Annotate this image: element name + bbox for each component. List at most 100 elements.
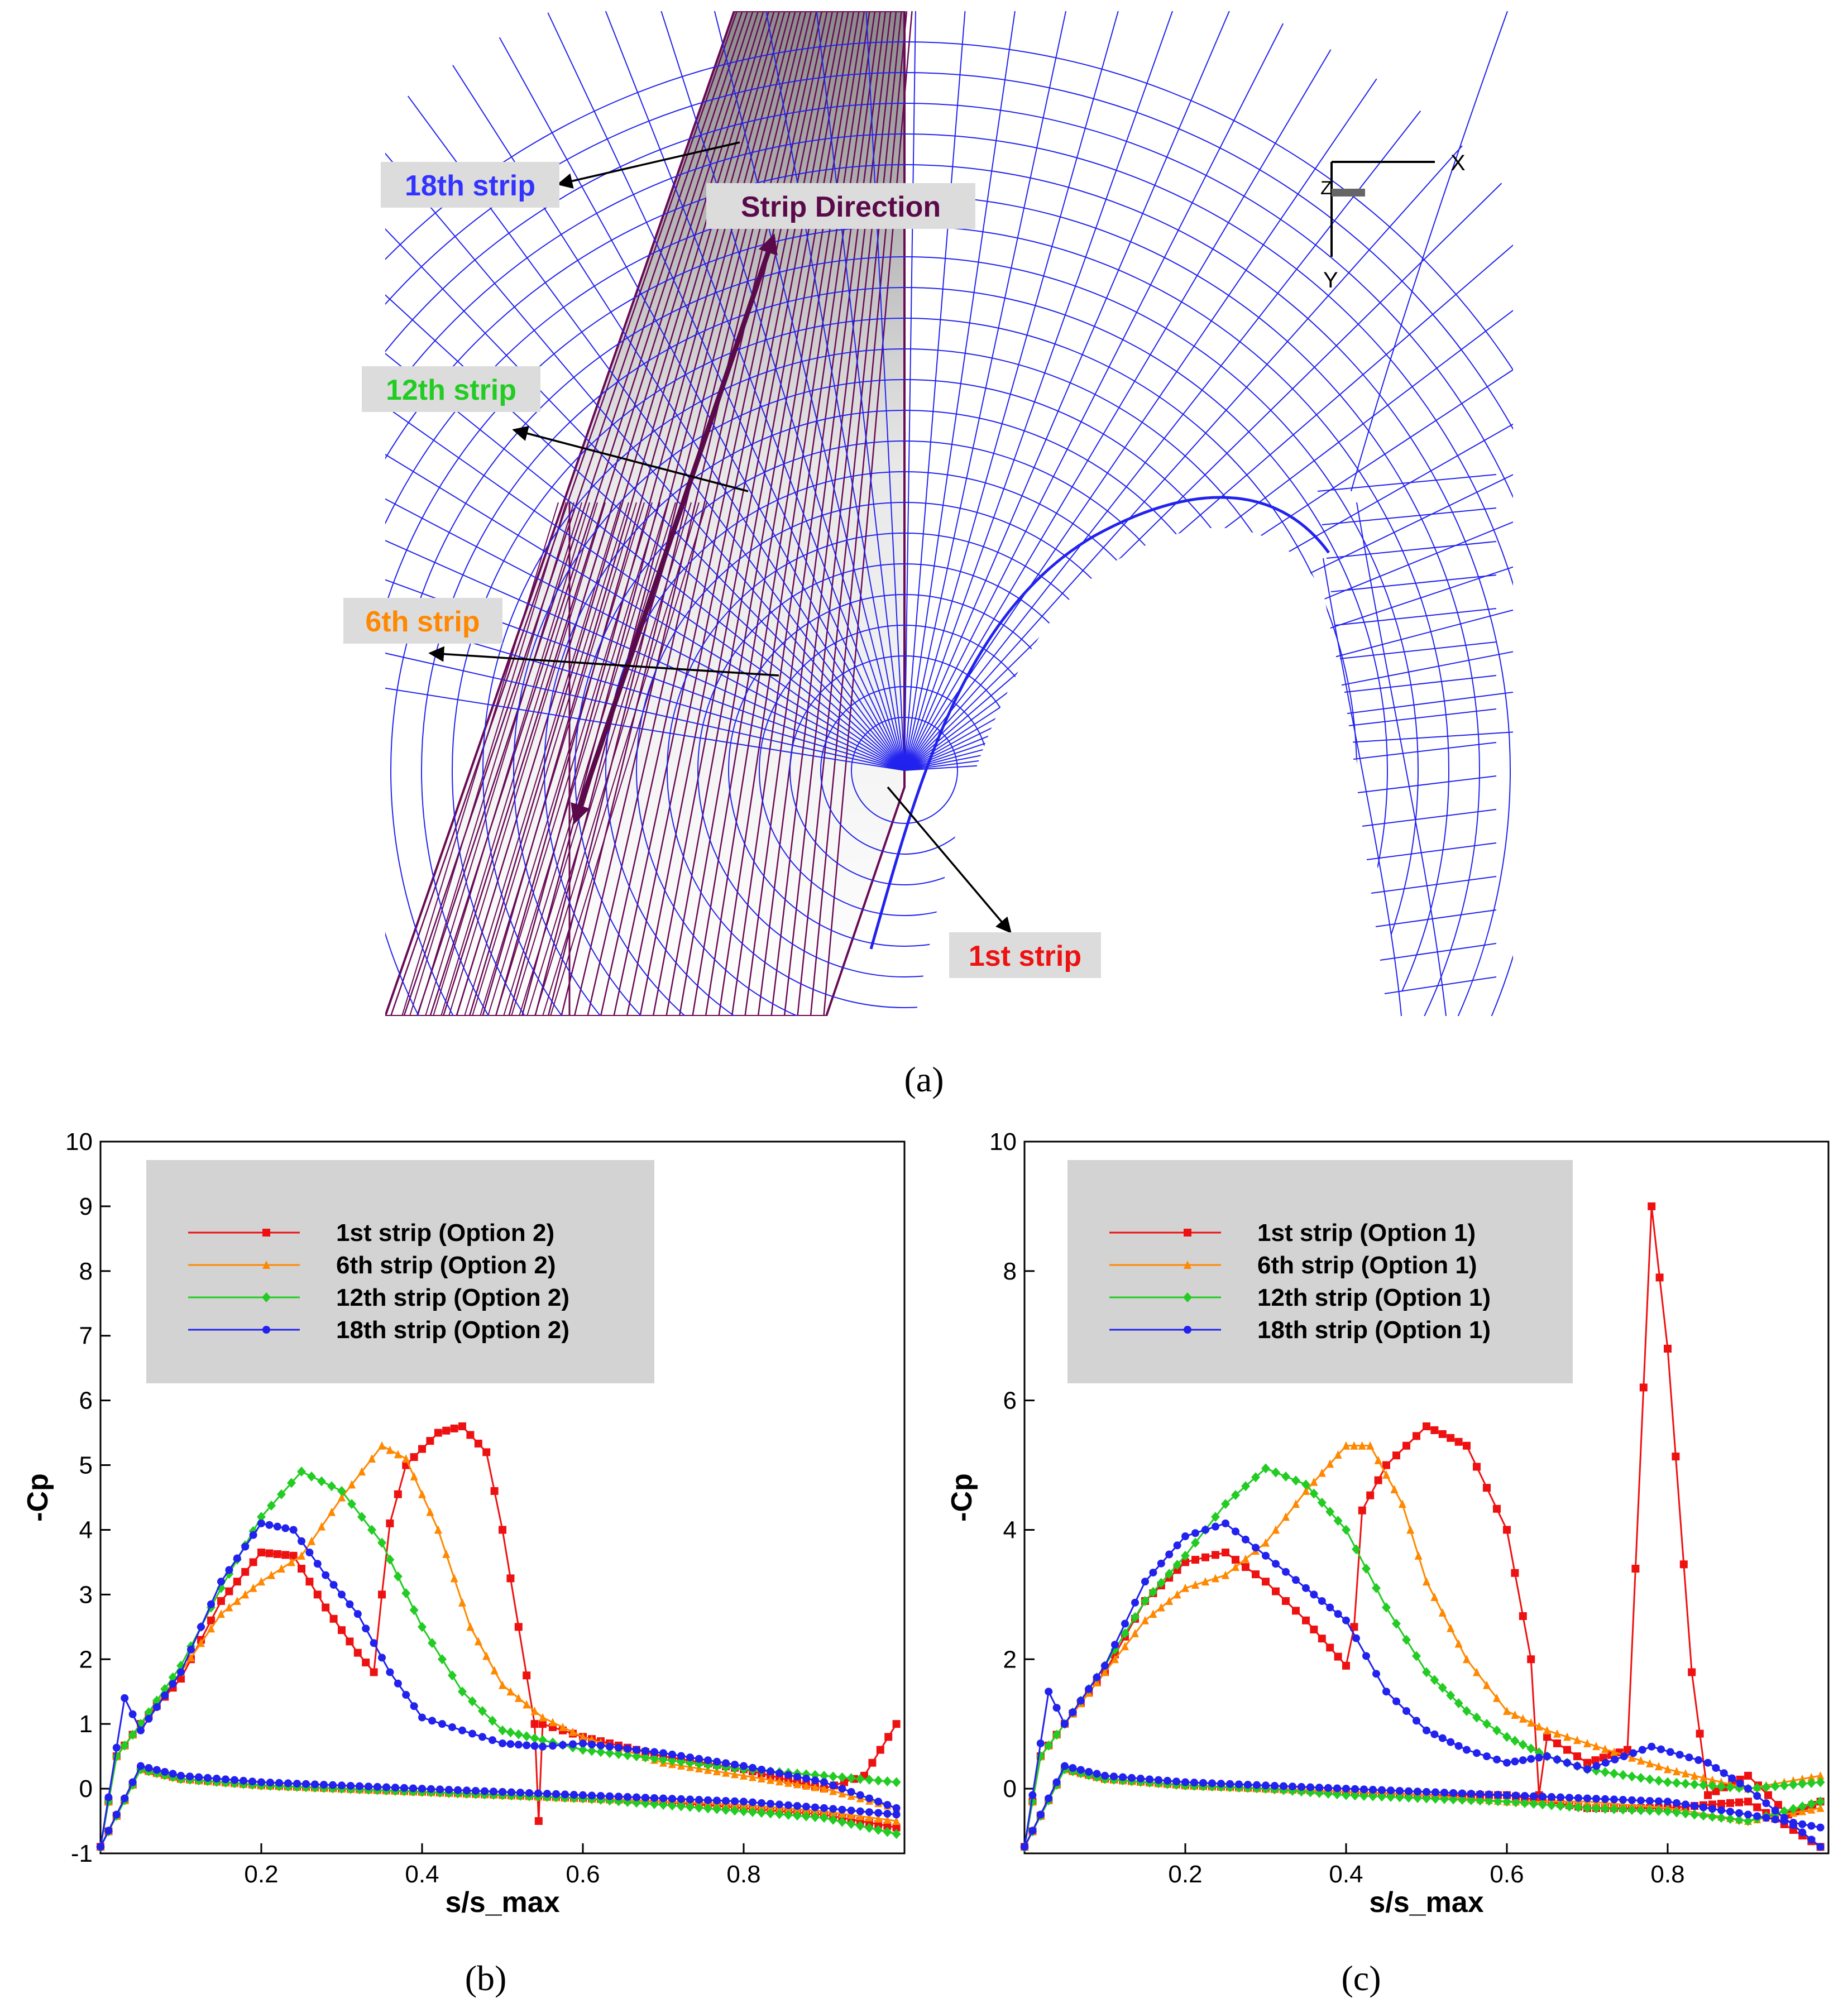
data-point — [358, 1467, 366, 1476]
data-point — [1798, 1801, 1807, 1811]
mesh-line — [1351, 11, 1508, 492]
data-point — [348, 1480, 356, 1489]
data-point — [1779, 1780, 1789, 1791]
data-point — [1358, 1506, 1366, 1515]
data-point — [225, 1587, 233, 1595]
data-point — [262, 1292, 271, 1302]
data-point — [539, 1720, 547, 1728]
data-point — [409, 1605, 419, 1616]
data-point — [121, 1694, 129, 1702]
data-point — [1672, 1777, 1681, 1788]
data-point — [1512, 1791, 1520, 1800]
svg-text:Strip Direction: Strip Direction — [741, 191, 941, 223]
data-point — [668, 1800, 677, 1811]
data-point — [338, 1590, 346, 1599]
data-point — [552, 1790, 560, 1798]
data-point — [104, 1793, 113, 1801]
data-point — [569, 1740, 577, 1748]
caption-c: (c) — [1341, 1958, 1381, 1998]
data-point — [337, 1485, 346, 1496]
data-point — [1699, 1780, 1708, 1790]
data-point — [686, 1753, 694, 1762]
data-point — [474, 1439, 482, 1448]
data-point — [749, 1763, 757, 1772]
x-tick-label: 0.4 — [405, 1861, 439, 1888]
data-point — [1172, 1560, 1182, 1570]
data-point — [1212, 1551, 1219, 1559]
data-point — [197, 1623, 205, 1631]
data-point — [1302, 1584, 1310, 1592]
data-point — [1334, 1450, 1342, 1459]
data-point — [1771, 1815, 1779, 1824]
y-tick-label: 0 — [1003, 1775, 1017, 1803]
data-point — [802, 1781, 810, 1790]
data-point — [1222, 1549, 1229, 1557]
data-point — [1583, 1765, 1591, 1774]
data-point — [378, 1441, 386, 1450]
data-point — [458, 1726, 466, 1734]
data-point — [767, 1775, 774, 1784]
data-point — [217, 1578, 225, 1586]
data-point — [1583, 1738, 1591, 1747]
data-point — [1423, 1577, 1430, 1586]
data-point — [368, 1454, 376, 1463]
data-point — [1173, 1590, 1181, 1599]
data-point — [418, 1445, 426, 1453]
data-point — [1181, 1550, 1190, 1561]
data-point — [614, 1749, 623, 1760]
data-point — [516, 1789, 524, 1797]
data-point — [1807, 1777, 1816, 1788]
strip-line — [744, 11, 881, 1016]
y-tick-label: 10 — [989, 1128, 1017, 1156]
data-point — [293, 1780, 301, 1788]
data-point — [1744, 1785, 1752, 1793]
data-point — [793, 1772, 801, 1781]
data-point — [1535, 1753, 1543, 1762]
data-point — [454, 1786, 462, 1794]
data-point — [1333, 1784, 1341, 1793]
data-point — [1447, 1738, 1455, 1746]
data-point — [1449, 1794, 1458, 1805]
data-point — [793, 1780, 801, 1789]
data-point — [313, 1560, 322, 1568]
data-point — [1157, 1603, 1165, 1612]
strip-line — [718, 11, 870, 1016]
data-point — [1527, 1755, 1535, 1763]
data-point — [1699, 1773, 1707, 1782]
data-point — [784, 1801, 792, 1809]
data-point — [257, 1577, 265, 1586]
data-point — [731, 1770, 739, 1779]
data-point — [356, 1782, 363, 1790]
data-point — [712, 1804, 721, 1814]
axis-y-label: Y — [1323, 268, 1338, 293]
data-point — [1816, 1777, 1825, 1787]
data-point — [892, 1817, 901, 1825]
data-point — [892, 1720, 901, 1728]
data-point — [499, 1739, 506, 1747]
data-point — [257, 1549, 265, 1557]
data-point — [1085, 1767, 1093, 1776]
data-point — [1511, 1797, 1520, 1808]
data-point — [1519, 1612, 1527, 1620]
data-point — [273, 1550, 281, 1558]
data-point — [249, 1531, 257, 1539]
data-point — [641, 1752, 650, 1763]
data-point — [892, 1777, 901, 1787]
data-point — [1573, 1762, 1581, 1770]
data-point — [1699, 1810, 1708, 1821]
strip1-pointer — [887, 786, 1012, 934]
data-point — [1520, 1798, 1529, 1808]
data-point — [481, 1787, 489, 1795]
data-point — [1085, 1685, 1093, 1693]
data-point — [1610, 1795, 1618, 1804]
data-point — [865, 1823, 874, 1833]
data-point — [749, 1772, 757, 1781]
mesh-line — [1362, 809, 1497, 827]
legend-label: 12th strip (Option 1) — [1257, 1284, 1491, 1311]
data-point — [695, 1803, 703, 1813]
data-point — [1664, 1798, 1672, 1806]
strip18-pointer — [557, 141, 740, 189]
data-point — [740, 1771, 748, 1780]
data-point — [338, 1493, 346, 1502]
